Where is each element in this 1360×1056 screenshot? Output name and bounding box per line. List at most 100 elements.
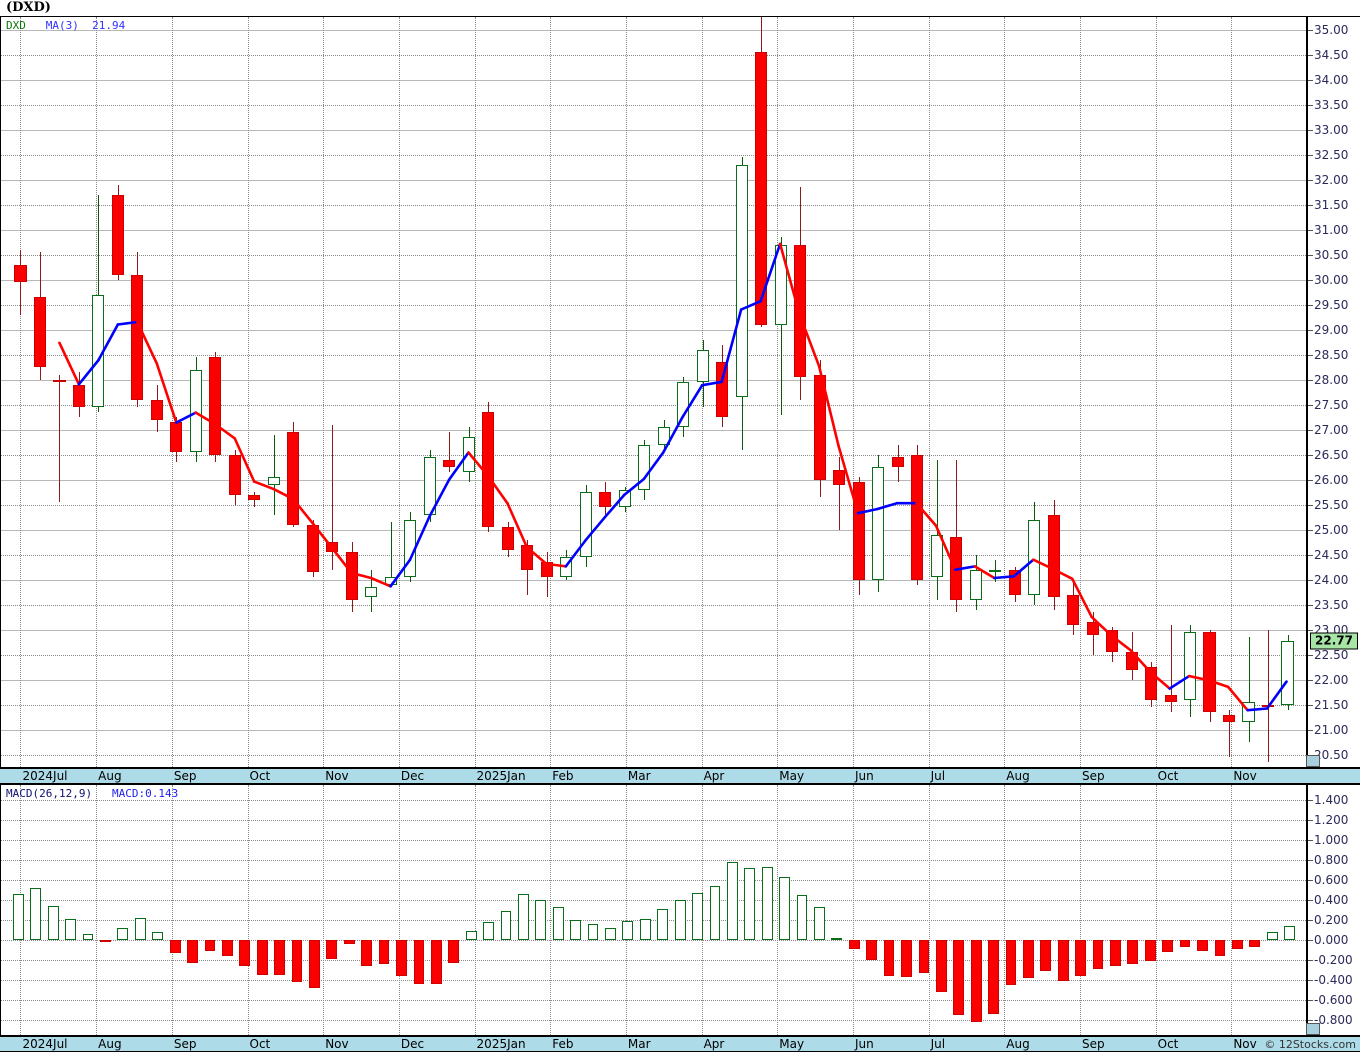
macd-histogram-bar bbox=[796, 895, 808, 940]
date-axis-label: Feb bbox=[552, 1037, 574, 1051]
date-axis-macd: 2024Jul Aug Sep Oct Nov Dec 2025Jan Feb Mar Apr Ma… bbox=[0, 1036, 1306, 1052]
price-axis-label: 21.50 bbox=[1314, 697, 1349, 712]
candle-body bbox=[638, 444, 651, 490]
date-axis-label: Sep bbox=[1081, 769, 1105, 783]
date-axis-label: Oct bbox=[1157, 769, 1179, 783]
candle-body bbox=[560, 557, 573, 577]
macd-histogram-bar bbox=[657, 909, 669, 940]
price-gridline bbox=[1, 204, 1306, 206]
macd-axis-label: -0.400 bbox=[1314, 973, 1353, 987]
macd-histogram-bar bbox=[1197, 940, 1208, 951]
candle-body bbox=[794, 244, 807, 377]
candle-body bbox=[716, 362, 729, 417]
macd-axis-tick bbox=[1308, 940, 1313, 941]
price-axis-label: 27.00 bbox=[1314, 422, 1349, 437]
macd-histogram-bar bbox=[761, 867, 773, 940]
macd-histogram-bar bbox=[430, 940, 442, 984]
macd-chart-panel[interactable]: MACD(26,12,9) MACD:0.143 bbox=[0, 784, 1306, 1036]
candle-body bbox=[599, 492, 612, 507]
macd-histogram-bar bbox=[953, 940, 965, 1015]
macd-axis-label: -0.200 bbox=[1314, 953, 1353, 967]
macd-histogram-bar bbox=[1040, 940, 1052, 971]
macd-axis: 1.400 1.200 1.000 0.800 0.600 0.400 0.200 0.000… bbox=[1306, 784, 1360, 1036]
macd-histogram-bar bbox=[500, 911, 512, 940]
price-chart-panel[interactable]: DXD MA(3) 21.94 bbox=[0, 16, 1306, 768]
macd-histogram-bar bbox=[1249, 940, 1261, 947]
current-price-marker: 22.77 bbox=[1310, 632, 1358, 650]
date-axis-label: Aug bbox=[1006, 769, 1030, 783]
macd-histogram-bar bbox=[1022, 940, 1034, 978]
date-axis-label: Jul bbox=[930, 1037, 946, 1051]
macd-axis-label: 0.400 bbox=[1314, 893, 1349, 907]
candle-body bbox=[482, 412, 495, 527]
candle-body bbox=[189, 369, 202, 452]
month-gridline bbox=[1079, 17, 1081, 767]
price-gridline bbox=[1, 29, 1306, 31]
month-gridline bbox=[1079, 785, 1081, 1035]
macd-histogram-bar bbox=[674, 900, 686, 940]
macd-histogram-bar bbox=[535, 900, 547, 940]
candle-body bbox=[813, 374, 826, 480]
price-axis-label: 25.50 bbox=[1314, 497, 1349, 512]
macd-gridline bbox=[1, 900, 1306, 901]
date-axis-label: May bbox=[779, 769, 805, 783]
macd-histogram-bar bbox=[13, 894, 24, 940]
price-axis-label: 35.00 bbox=[1314, 22, 1349, 37]
macd-histogram-bar bbox=[744, 868, 756, 940]
price-axis-label: 34.50 bbox=[1314, 47, 1349, 62]
macd-axis-scroll-handle[interactable] bbox=[1306, 1023, 1320, 1035]
candle-wick bbox=[781, 237, 782, 415]
candle-wick bbox=[1249, 637, 1250, 742]
candle-wick bbox=[839, 457, 840, 530]
axis-scroll-handle[interactable] bbox=[1306, 755, 1320, 767]
price-gridline bbox=[1, 754, 1306, 756]
candle-body bbox=[677, 382, 690, 427]
date-axis-label: Mar bbox=[627, 769, 651, 783]
macd-histogram-bar bbox=[169, 940, 181, 953]
month-gridline bbox=[625, 17, 627, 767]
macd-gridline bbox=[1, 820, 1306, 821]
date-axis-label: May bbox=[779, 1037, 805, 1051]
month-gridline bbox=[1231, 785, 1233, 1035]
price-axis-tick bbox=[1308, 704, 1313, 706]
price-axis-label: 22.50 bbox=[1314, 647, 1349, 662]
macd-gridline bbox=[1, 840, 1306, 841]
month-gridline bbox=[852, 785, 854, 1035]
macd-histogram-bar bbox=[291, 940, 303, 982]
date-axis-label: 2024Jul bbox=[22, 769, 68, 783]
candle-wick bbox=[332, 424, 333, 570]
macd-axis-tick bbox=[1308, 1000, 1313, 1001]
candle-wick bbox=[59, 374, 60, 502]
month-gridline bbox=[247, 785, 249, 1035]
macd-histogram-bar bbox=[187, 940, 198, 963]
candle-body bbox=[1086, 622, 1099, 635]
date-axis-label: Apr bbox=[703, 769, 725, 783]
macd-gridline bbox=[1, 920, 1306, 921]
macd-histogram-bar bbox=[117, 928, 129, 940]
candle-body bbox=[1261, 704, 1275, 707]
month-gridline bbox=[777, 17, 779, 767]
candle-body bbox=[852, 482, 865, 580]
candle-body bbox=[1242, 702, 1255, 722]
price-gridline bbox=[1, 354, 1306, 356]
candle-body bbox=[92, 294, 105, 407]
date-axis-label: Apr bbox=[703, 1037, 725, 1051]
date-axis-label: Sep bbox=[173, 769, 197, 783]
price-axis-tick bbox=[1308, 504, 1313, 506]
month-gridline bbox=[1231, 17, 1233, 767]
candle-body bbox=[1067, 594, 1080, 625]
macd-plot-area bbox=[1, 785, 1306, 1035]
date-axis-label: Sep bbox=[173, 1037, 197, 1051]
legend-ma-value: 21.94 bbox=[92, 19, 126, 32]
candle-body bbox=[1184, 632, 1197, 700]
price-axis-label: 33.50 bbox=[1314, 97, 1349, 112]
macd-value: MACD:0.143 bbox=[111, 787, 179, 800]
date-axis-label: Jun bbox=[854, 1037, 874, 1051]
candle-body bbox=[326, 542, 339, 552]
candle-body bbox=[618, 489, 631, 507]
price-gridline bbox=[1, 629, 1306, 631]
candle-wick bbox=[20, 249, 21, 315]
date-axis-label: Oct bbox=[1157, 1037, 1179, 1051]
macd-histogram-bar bbox=[343, 940, 355, 944]
price-axis-label: 23.50 bbox=[1314, 597, 1349, 612]
